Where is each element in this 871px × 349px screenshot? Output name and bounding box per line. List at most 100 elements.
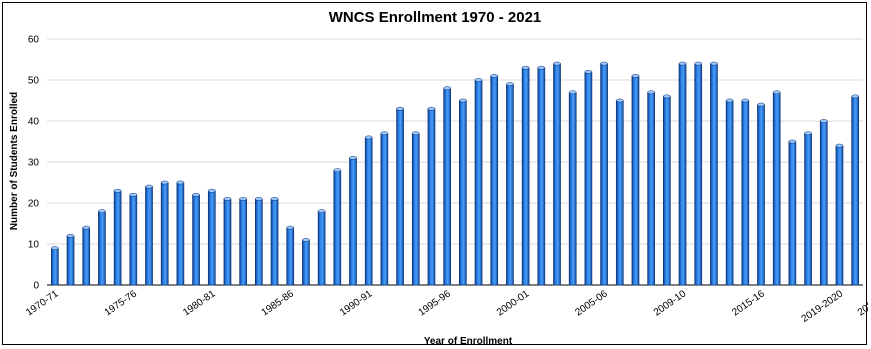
bar: [678, 63, 687, 286]
bar: [145, 186, 153, 286]
bar: [380, 133, 389, 286]
bar: [286, 227, 295, 286]
bar: [66, 235, 75, 286]
x-tick-label: 1995-96: [416, 288, 453, 318]
bar: [741, 100, 750, 286]
bar-cap: [710, 61, 718, 66]
bar-cap: [98, 209, 106, 214]
bar: [459, 100, 467, 286]
bar-cap: [584, 69, 593, 74]
bar-cap: [66, 233, 75, 238]
bar-cap: [270, 197, 279, 201]
bar: [631, 75, 640, 286]
bar: [396, 108, 404, 286]
bar-cap: [349, 156, 357, 160]
bar: [113, 190, 122, 286]
bar: [443, 87, 451, 286]
bar-cap: [851, 94, 859, 99]
bar: [710, 63, 718, 286]
bar: [317, 210, 326, 286]
bar-cap: [192, 192, 200, 197]
bar-cap: [506, 82, 514, 86]
bar: [804, 133, 812, 286]
y-tick-label: 0: [33, 281, 39, 292]
bar-cap: [663, 94, 671, 99]
bar: [302, 239, 310, 286]
bar-cap: [239, 197, 247, 201]
x-tick-label: 2015-16: [730, 288, 767, 318]
bar: [474, 79, 483, 286]
bar-cap: [380, 131, 389, 136]
bar-cap: [600, 61, 608, 66]
bar: [349, 157, 357, 286]
y-tick-label: 30: [28, 158, 40, 169]
bar-cap: [113, 188, 122, 193]
bar-cap: [521, 65, 530, 70]
bar: [568, 92, 577, 286]
bar-cap: [427, 106, 436, 111]
bar-cap: [474, 78, 483, 82]
bar: [129, 194, 138, 286]
bar: [663, 96, 671, 286]
bar-cap: [678, 61, 687, 66]
bar-cap: [568, 90, 577, 95]
bar-cap: [772, 90, 781, 95]
bar-cap: [396, 106, 404, 111]
bar: [51, 247, 59, 286]
bar-cap: [725, 98, 734, 103]
bar-cap: [223, 197, 232, 201]
bar: [255, 198, 263, 286]
bar: [835, 145, 844, 286]
bar: [239, 198, 247, 286]
bar: [537, 67, 546, 286]
bar-cap: [145, 184, 153, 189]
y-tick-label: 10: [28, 240, 40, 251]
bar-cap: [333, 168, 342, 173]
bar-cap: [364, 135, 373, 140]
bar-cap: [176, 180, 185, 185]
bar-cap: [615, 98, 624, 103]
bar-cap: [631, 74, 640, 78]
bar: [506, 83, 514, 286]
y-axis-title: Number of Students Enrolled: [9, 92, 20, 230]
x-tick-label: 1975-76: [103, 288, 140, 318]
bar-cap: [443, 86, 451, 91]
bar: [647, 92, 655, 286]
bar: [851, 96, 859, 286]
bar: [788, 141, 797, 286]
bar: [725, 100, 734, 286]
bar-cap: [160, 180, 169, 185]
bar-cap: [286, 225, 295, 230]
bar-cap: [207, 188, 216, 193]
bar: [757, 104, 765, 286]
bar: [207, 190, 216, 286]
bar: [82, 227, 91, 286]
x-tick-label: 2023-25: [856, 288, 868, 318]
x-tick-label: 1985-86: [260, 288, 297, 318]
grid-layer: [47, 38, 863, 286]
x-axis-title: Year of Enrollment: [424, 336, 513, 346]
x-tick-label: 2009-10: [652, 288, 689, 318]
y-tick-label: 50: [28, 76, 40, 87]
y-tick-label: 40: [28, 117, 40, 128]
bar-cap: [255, 197, 263, 201]
bar: [694, 63, 703, 286]
bar-cap: [694, 61, 703, 66]
bar: [819, 120, 828, 286]
bar: [553, 63, 561, 286]
y-tick-layer: 0 10 20 30 40 50 60: [28, 35, 40, 292]
bar: [490, 75, 499, 286]
bar: [192, 194, 200, 286]
bar-cap: [459, 98, 467, 103]
bar: [98, 210, 106, 286]
x-tick-label: 1980-81: [181, 288, 218, 318]
bar-cap: [741, 98, 750, 103]
bar-layer: [51, 61, 859, 286]
bar-cap: [819, 119, 828, 123]
bar-cap: [537, 65, 546, 70]
bar-cap: [647, 90, 655, 95]
bar-cap: [82, 225, 91, 230]
bar-cap: [757, 102, 765, 107]
bar: [584, 71, 593, 286]
